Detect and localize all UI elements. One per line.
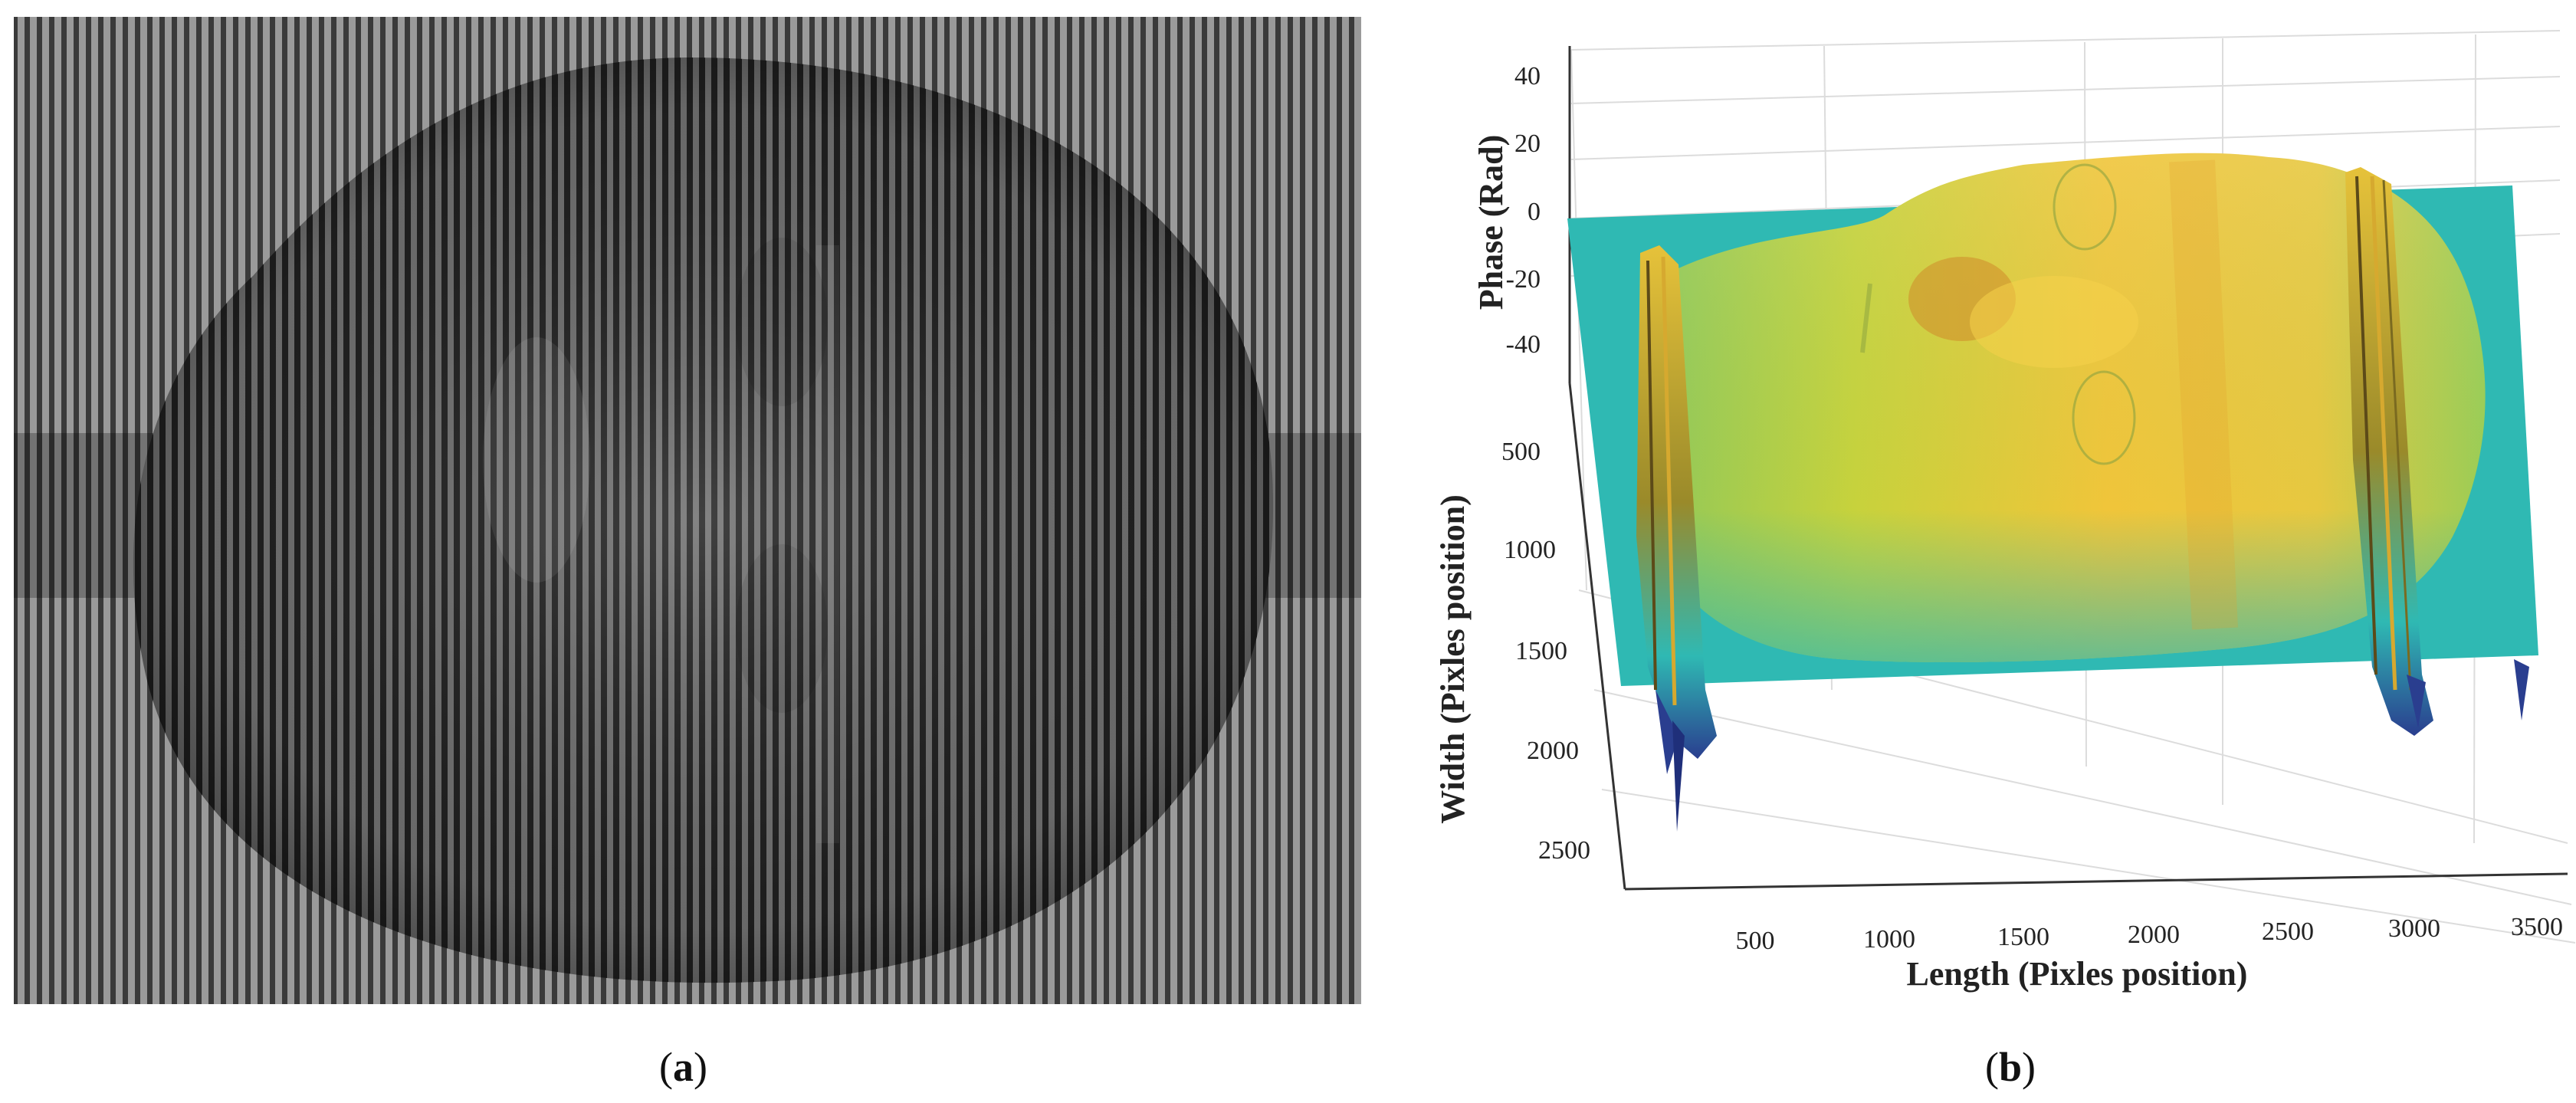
caption-a: (a) xyxy=(659,1044,707,1090)
x-axis-label: Length (Pixles position) xyxy=(1907,955,2248,993)
plot-grid xyxy=(1570,30,2576,944)
y-tick: 2000 xyxy=(1527,737,1579,765)
y-axis-ticks: 500 1000 1500 2000 2500 xyxy=(1501,438,1590,865)
x-tick: 2500 xyxy=(2262,918,2314,946)
right-phase-ridge xyxy=(2345,167,2529,736)
z-tick: -40 xyxy=(1506,330,1541,359)
z-tick: 20 xyxy=(1514,130,1541,158)
y-axis-label: Width (Pixles position) xyxy=(1434,494,1472,823)
plot-axes xyxy=(1568,46,2568,891)
x-tick: 1000 xyxy=(1863,925,1915,954)
y-tick: 2500 xyxy=(1538,836,1590,865)
svg-text:(b): (b) xyxy=(1985,1044,2036,1090)
x-tick: 1500 xyxy=(1997,923,2049,951)
face-phase-surface xyxy=(1644,153,2486,663)
left-phase-ridge xyxy=(1636,245,1717,832)
y-tick: 1000 xyxy=(1504,536,1556,564)
y-tick: 500 xyxy=(1501,438,1541,466)
x-axis-ticks: 500 1000 1500 2000 2500 3000 3500 xyxy=(1736,913,2564,955)
x-tick: 3000 xyxy=(2388,914,2440,943)
z-axis-label: Phase (Rad) xyxy=(1472,135,1510,310)
x-tick: 3500 xyxy=(2511,913,2563,941)
caption-a-letter: a xyxy=(673,1044,694,1090)
panel-a-fringe-image xyxy=(14,17,1361,1004)
caption-b-letter: b xyxy=(1999,1044,2022,1090)
panel-b-surface-plot: 40 20 0 -20 -40 Phase (Rad) 500 1000 150… xyxy=(1434,30,2576,993)
z-tick: -20 xyxy=(1506,265,1541,294)
z-tick: 40 xyxy=(1514,62,1541,90)
z-tick: 0 xyxy=(1528,198,1541,226)
x-tick: 2000 xyxy=(2128,921,2180,949)
z-axis-ticks: 40 20 0 -20 -40 xyxy=(1506,62,1541,359)
x-tick: 500 xyxy=(1736,927,1775,955)
caption-b: (b) xyxy=(1985,1044,2036,1090)
svg-text:(a): (a) xyxy=(659,1044,707,1090)
y-tick: 1500 xyxy=(1515,637,1567,665)
